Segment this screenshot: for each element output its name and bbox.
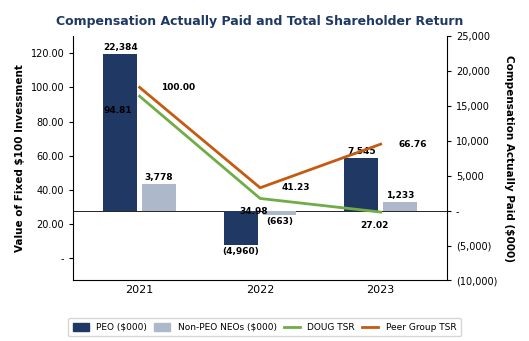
Bar — [104, 54, 137, 211]
Y-axis label: Compensation Actually Paid ($000): Compensation Actually Paid ($000) — [504, 55, 514, 262]
Bar — [344, 158, 378, 211]
Text: 94.81: 94.81 — [104, 106, 132, 115]
Text: (4,960): (4,960) — [223, 247, 259, 256]
Bar — [224, 211, 258, 245]
Text: 1,233: 1,233 — [386, 191, 414, 200]
Bar — [262, 211, 296, 215]
Text: 27.02: 27.02 — [360, 221, 389, 229]
Text: 7,545: 7,545 — [347, 147, 376, 156]
Text: 34.98: 34.98 — [240, 207, 268, 216]
Text: (663): (663) — [266, 217, 293, 226]
Text: 100.00: 100.00 — [161, 83, 195, 92]
Legend: PEO ($000), Non-PEO NEOs ($000), DOUG TSR, Peer Group TSR: PEO ($000), Non-PEO NEOs ($000), DOUG TS… — [68, 318, 461, 337]
Text: 66.76: 66.76 — [399, 140, 427, 149]
Text: 22,384: 22,384 — [103, 43, 138, 52]
Title: Compensation Actually Paid and Total Shareholder Return: Compensation Actually Paid and Total Sha… — [57, 15, 464, 28]
Y-axis label: Value of Fixed $100 Invessment: Value of Fixed $100 Invessment — [15, 64, 25, 252]
Bar — [142, 184, 176, 211]
Text: 3,778: 3,778 — [144, 173, 173, 182]
Text: 41.23: 41.23 — [282, 183, 311, 192]
Bar — [383, 202, 417, 211]
